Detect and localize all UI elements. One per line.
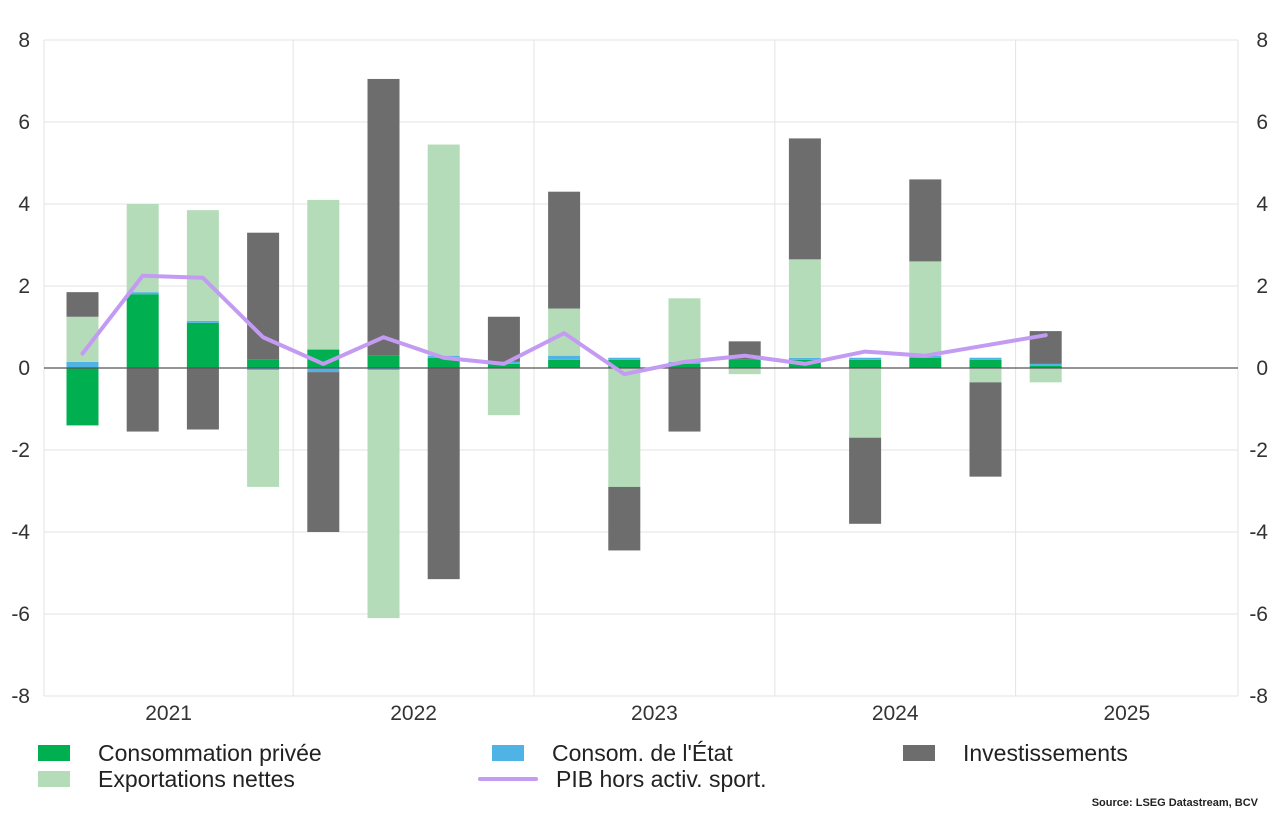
bar-segment [487,316,520,362]
legend-item-exportations-nettes: Exportations nettes [38,766,295,792]
y-tick-label-left: -4 [11,521,30,544]
legend: Consommation privée Exportations nettes … [0,736,1280,796]
x-year-label: 2022 [390,702,437,725]
bar-segment [247,359,280,368]
bar-segment [307,368,340,373]
legend-label-exportations-nettes: Exportations nettes [98,765,295,792]
bar-segment [728,359,761,368]
bar-segment [909,261,942,356]
bar-segment [487,363,520,368]
y-tick-label-left: 4 [18,193,30,216]
chart: -8 -8 -6 -6 -4 -4 -2 -2 0 0 2 2 4 4 6 6 8 8 2021 2022 2023 20… [11,29,1268,725]
bar-segment [969,359,1002,368]
bar-segment [186,322,219,368]
y-tick-label-left: 8 [18,29,30,52]
legend-swatch-consom-etat [492,745,524,761]
bar-segment [909,179,942,262]
y-tick-label-right: -6 [1249,603,1268,626]
bar-segment [548,355,581,360]
x-year-label: 2025 [1103,702,1150,725]
bar-segment [186,320,219,323]
x-year-label: 2021 [145,702,192,725]
legend-swatch-exportations-nettes [38,771,70,787]
bar-segment [969,382,1002,477]
bar-segment [126,294,159,368]
bar-segment [126,292,159,295]
y-tick-label-right: -2 [1249,439,1268,462]
y-tick-label-right: 4 [1256,193,1268,216]
y-tick-label-left: 0 [18,357,30,380]
bar-segment [969,368,1002,383]
bar-segment [788,138,821,260]
bar-segment [608,357,641,360]
bar-segment [849,437,882,524]
bar-segment [427,144,460,356]
legend-line-pib [478,777,538,781]
bar-segment [788,357,821,360]
legend-label-consommation-privee: Consommation privée [98,739,322,766]
bar-segment [1029,365,1062,368]
bar-segment [186,210,219,321]
bar-segment [66,368,99,426]
bar-segment [307,372,340,532]
bar-segment [608,368,641,487]
legend-item-pib: PIB hors activ. sport. [478,766,766,792]
bar-segment [668,363,701,368]
legend-label-consom-etat: Consom. de l'État [552,739,733,766]
bar-segment [247,370,280,487]
x-year-label: 2024 [872,702,919,725]
bar-segment [788,259,821,358]
y-tick-label-right: -4 [1249,521,1268,544]
legend-item-investissements: Investissements [903,740,1128,766]
y-tick-label-left: 2 [18,275,30,298]
legend-label-pib: PIB hors activ. sport. [556,765,767,792]
bar-segment [849,368,882,438]
y-tick-label-left: 6 [18,111,30,134]
bar-segment [367,78,400,356]
bar-segment [608,359,641,368]
y-tick-label-left: -8 [11,685,30,708]
y-tick-label-left: -2 [11,439,30,462]
legend-item-consommation-privee: Consommation privée [38,740,322,766]
bar-segment [668,368,701,432]
bar-segment [367,370,400,619]
legend-swatch-consommation-privee [38,745,70,761]
bar-segment [548,359,581,368]
legend-swatch-investissements [903,745,935,761]
bar-segment [548,191,581,309]
bar-segment [307,199,340,350]
y-tick-label-right: -8 [1249,685,1268,708]
bar-segment [66,292,99,317]
bar-segment [668,298,701,362]
bar-segment [427,357,460,368]
y-tick-label-left: -6 [11,603,30,626]
bar-segment [1029,368,1062,383]
bar-segment [427,368,460,580]
y-tick-label-right: 2 [1256,275,1268,298]
bar-segment [247,368,280,371]
bar-segment [307,349,340,368]
bar-segment [367,355,400,368]
bar-segment [1029,363,1062,366]
legend-item-consom-etat: Consom. de l'État [492,740,733,766]
bar-segment [849,357,882,360]
bar-segment [849,359,882,368]
bar-segment [487,368,520,416]
bar-segment [608,486,641,551]
series-line-pib [80,273,1048,377]
bar-segment [186,368,219,430]
source-note: Source: LSEG Datastream, BCV [1091,797,1258,809]
y-tick-label-right: 0 [1256,357,1268,380]
y-tick-label-right: 8 [1256,29,1268,52]
bar-segment [969,357,1002,360]
y-tick-label-right: 6 [1256,111,1268,134]
bar-segment [367,368,400,371]
x-year-label: 2023 [631,702,678,725]
bar-segment [66,361,99,368]
bar-segment [728,368,761,375]
bar-segment [126,368,159,432]
legend-label-investissements: Investissements [963,739,1128,766]
bar-segment [909,357,942,368]
